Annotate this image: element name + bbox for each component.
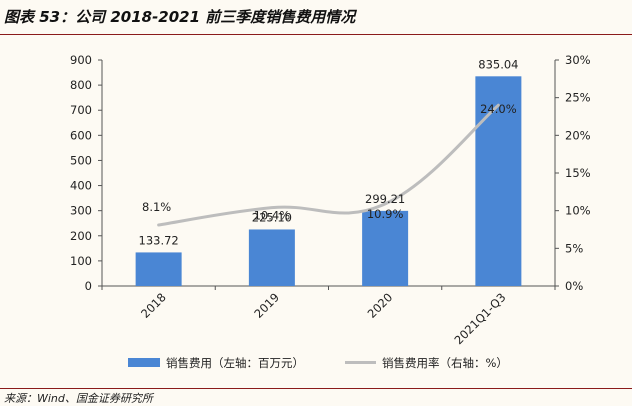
bar-value-label: 835.04 — [478, 57, 518, 71]
y-left-tick-label: 0 — [85, 279, 92, 293]
chart-title: 图表 53：公司 2018-2021 前三季度销售费用情况 — [4, 8, 356, 26]
y-right-tick-label: 5% — [565, 241, 583, 255]
chart-area: 0 100 200 300 400 500 600 700 800 900 0% 5% 10% 15% 20… — [70, 53, 591, 370]
bar-series — [135, 76, 522, 286]
bar — [362, 210, 409, 286]
x-tick-label: 2018 — [138, 290, 169, 321]
line-value-label: 10.4% — [254, 209, 291, 223]
x-tick-label: 2020 — [365, 290, 396, 321]
bar-value-label: 133.72 — [139, 233, 179, 247]
bottom-rule — [0, 388, 632, 389]
y-right-tick-label: 15% — [565, 166, 591, 180]
y-left-tick-label: 700 — [70, 103, 92, 117]
y-left-tick-label: 400 — [70, 179, 92, 193]
y-left-tick-label: 900 — [70, 53, 92, 67]
line-path — [157, 103, 500, 227]
top-rule — [0, 34, 632, 35]
y-right-tick-label: 10% — [565, 204, 591, 218]
y-right-tick-label: 20% — [565, 128, 591, 142]
bar — [248, 229, 295, 286]
bar-value-label: 225.10 — [252, 210, 292, 224]
bar-value-label: 299.21 — [365, 192, 405, 206]
y-left-tick-label: 100 — [70, 254, 92, 268]
axes: 0 100 200 300 400 500 600 700 800 900 0% 5% 10% 15% 20… — [70, 53, 591, 293]
y-left-tick-label: 200 — [70, 229, 92, 243]
legend-bar-swatch — [128, 358, 160, 367]
x-tick-label: 2019 — [251, 290, 282, 321]
y-left-tick-label: 600 — [70, 128, 92, 142]
y-left-tick-label: 300 — [70, 204, 92, 218]
data-labels: 133.72 225.10 299.21 835.04 8.1% 10.4% 10.9% 24… — [139, 57, 519, 247]
y-left-tick-label: 800 — [70, 78, 92, 92]
line-value-label: 24.0% — [480, 102, 517, 116]
x-tick-label: 2021Q1-Q3 — [452, 290, 509, 347]
bar — [135, 252, 182, 286]
y-right-tick-label: 25% — [565, 91, 591, 105]
line-value-label: 8.1% — [142, 200, 171, 214]
line-value-label: 10.9% — [367, 207, 404, 221]
x-tick-labels: 2018 2019 2020 2021Q1-Q3 — [138, 290, 508, 347]
y-right-tick-label: 30% — [565, 53, 591, 67]
y-right-tick-label: 0% — [565, 279, 583, 293]
bar — [475, 76, 522, 286]
legend-line-label: 销售费用率（右轴：%） — [382, 356, 508, 370]
source-note: 来源：Wind、国金证券研究所 — [4, 392, 153, 405]
legend: 销售费用（左轴：百万元） 销售费用率（右轴：%） — [128, 356, 508, 370]
line-series — [157, 103, 500, 227]
y-left-tick-label: 500 — [70, 153, 92, 167]
legend-bar-label: 销售费用（左轴：百万元） — [166, 356, 304, 370]
